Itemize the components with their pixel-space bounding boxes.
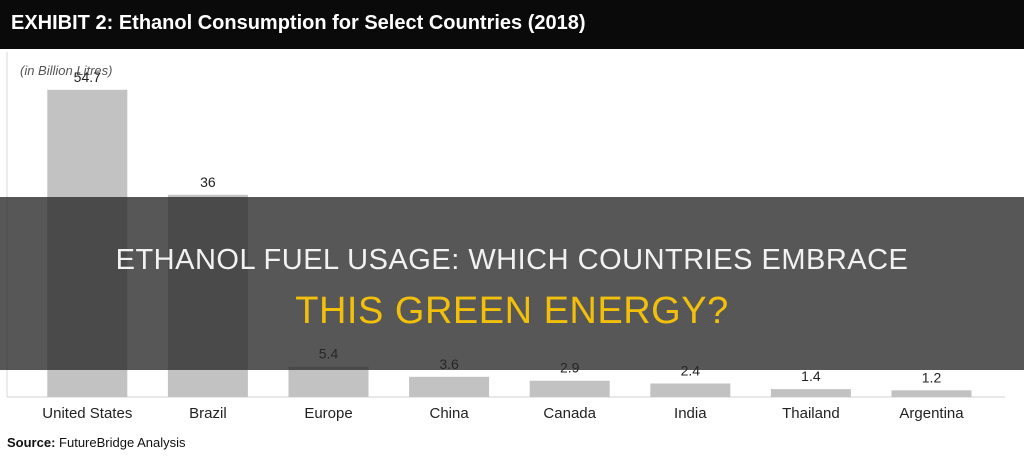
value-label: 54.7 <box>74 69 101 85</box>
bar-europe <box>288 366 369 397</box>
value-label: 1.2 <box>922 369 942 385</box>
value-label: 36 <box>200 174 216 190</box>
exhibit-label: EXHIBIT 2: <box>11 12 114 34</box>
chart-header: EXHIBIT 2: Ethanol Consumption for Selec… <box>0 0 1024 49</box>
category-label: Argentina <box>899 405 964 422</box>
category-label: China <box>429 405 469 422</box>
headline-line-1: ETHANOL FUEL USAGE: WHICH COUNTRIES EMBR… <box>115 244 909 276</box>
headline-line-2: THIS GREEN ENERGY? <box>295 290 729 332</box>
category-label: Canada <box>543 405 596 422</box>
category-label: Europe <box>304 405 352 422</box>
category-label: India <box>674 405 707 422</box>
source-label: Source: <box>7 435 56 450</box>
value-label: 1.4 <box>801 368 821 384</box>
bar-argentina <box>891 390 972 397</box>
title-text: Ethanol Consumption for Select Countries… <box>118 12 586 34</box>
chart-title: EXHIBIT 2: Ethanol Consumption for Selec… <box>11 12 586 35</box>
headline-banner <box>0 197 1024 370</box>
bar-india <box>650 383 731 397</box>
unit-label: (in Billion Litres) <box>20 63 113 78</box>
bar-thailand <box>770 389 851 397</box>
bar-china <box>409 376 490 397</box>
category-label: Brazil <box>189 405 227 422</box>
category-label: Thailand <box>782 405 840 422</box>
source-note: Source: FutureBridge Analysis <box>7 435 185 450</box>
source-text: FutureBridge Analysis <box>59 435 186 450</box>
category-label: United States <box>42 405 132 422</box>
bar-canada <box>529 380 610 397</box>
